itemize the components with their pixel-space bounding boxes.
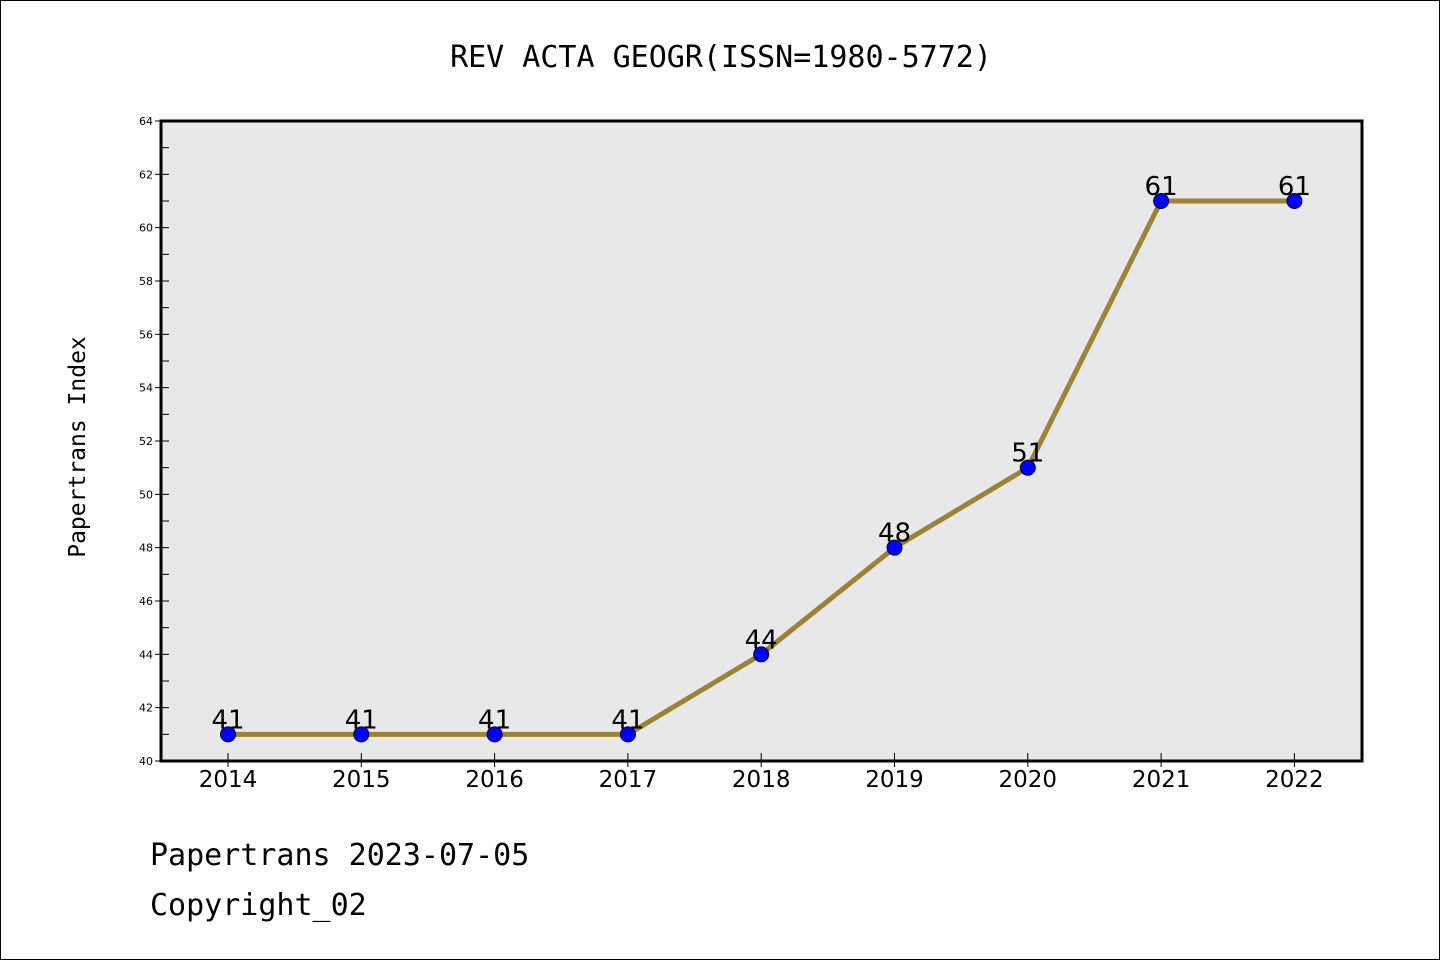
y-tick-label: 64 bbox=[139, 115, 153, 128]
data-label: 41 bbox=[345, 705, 378, 735]
y-tick-label: 54 bbox=[139, 382, 153, 395]
y-tick-label: 48 bbox=[139, 542, 153, 555]
data-point bbox=[753, 646, 770, 663]
data-point bbox=[220, 726, 236, 743]
y-tick-label: 56 bbox=[139, 328, 153, 341]
y-axis: 40 42 44 46 48 50 52 54 56 58 60 62 64 bbox=[139, 115, 169, 768]
data-point bbox=[886, 539, 903, 556]
data-labels: 41 41 41 41 44 48 51 61 61 bbox=[211, 172, 1310, 735]
y-tick-label: 60 bbox=[139, 222, 153, 235]
plot-area bbox=[159, 119, 1364, 763]
x-tick-label: 2022 bbox=[1265, 767, 1324, 793]
y-axis-title: Papertrans Index bbox=[65, 336, 91, 558]
y-tick-label: 42 bbox=[139, 702, 153, 715]
data-label: 61 bbox=[1278, 172, 1311, 202]
x-tick-label: 2017 bbox=[599, 767, 658, 793]
data-point bbox=[353, 726, 370, 743]
data-point bbox=[1019, 459, 1036, 476]
x-tick-label: 2020 bbox=[999, 767, 1058, 793]
chart-title: REV ACTA GEOGR(ISSN=1980-5772) bbox=[450, 40, 992, 75]
x-tick-label: 2014 bbox=[199, 767, 258, 793]
x-tick-label: 2016 bbox=[465, 767, 524, 793]
footer-date: Papertrans 2023-07-05 bbox=[150, 838, 529, 873]
y-tick-label: 44 bbox=[139, 648, 153, 661]
x-tick-label: 2015 bbox=[332, 767, 391, 793]
data-label: 41 bbox=[211, 705, 244, 735]
data-markers bbox=[220, 193, 1303, 743]
x-tick-label: 2021 bbox=[1132, 767, 1191, 793]
x-tick-label: 2018 bbox=[732, 767, 791, 793]
y-tick-label: 52 bbox=[139, 435, 153, 448]
data-point bbox=[1153, 193, 1170, 209]
y-tick-label: 46 bbox=[139, 595, 153, 608]
data-label: 48 bbox=[878, 519, 911, 549]
y-tick-label: 50 bbox=[139, 488, 153, 501]
data-label: 44 bbox=[745, 625, 778, 655]
data-label: 61 bbox=[1145, 172, 1178, 202]
y-tick-label: 58 bbox=[139, 275, 153, 288]
x-tick-label: 2019 bbox=[865, 767, 924, 793]
data-point bbox=[486, 726, 503, 743]
y-tick-label: 40 bbox=[139, 755, 153, 768]
x-axis: 2014 2015 2016 2017 2018 2019 2020 2021 2022 bbox=[199, 753, 1324, 793]
y-tick-label: 62 bbox=[139, 168, 153, 181]
data-point bbox=[1286, 193, 1303, 209]
footer-copyright: Copyright_02 bbox=[150, 888, 367, 923]
data-label: 41 bbox=[611, 705, 644, 735]
data-label: 51 bbox=[1011, 439, 1044, 469]
data-point bbox=[619, 726, 636, 743]
data-label: 41 bbox=[478, 705, 511, 735]
